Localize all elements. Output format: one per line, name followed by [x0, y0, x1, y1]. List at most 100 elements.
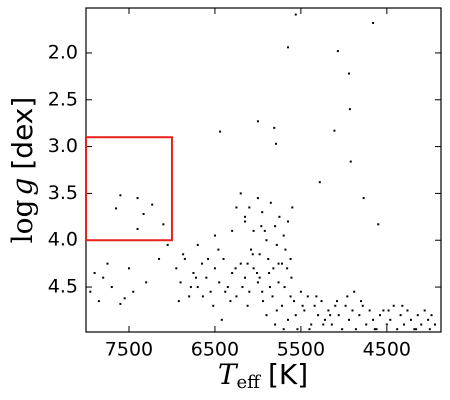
- point: [282, 328, 285, 331]
- point: [372, 318, 375, 321]
- point: [427, 318, 430, 321]
- point: [420, 323, 423, 326]
- point: [299, 290, 302, 293]
- y-tick-label: 3.0: [48, 135, 78, 157]
- point: [277, 281, 280, 284]
- point: [231, 229, 234, 232]
- point: [229, 300, 232, 303]
- point: [89, 290, 92, 293]
- point: [289, 295, 292, 298]
- point: [282, 234, 285, 237]
- point: [310, 323, 313, 326]
- point: [387, 309, 390, 312]
- point: [329, 314, 332, 317]
- point: [382, 309, 385, 312]
- point: [353, 290, 356, 293]
- point: [110, 286, 113, 289]
- point: [263, 229, 266, 232]
- point: [244, 276, 247, 279]
- point: [244, 220, 247, 223]
- point: [351, 309, 354, 312]
- point: [362, 197, 365, 200]
- point: [219, 130, 222, 133]
- point: [327, 309, 330, 312]
- point: [196, 286, 199, 289]
- point: [290, 276, 293, 279]
- point: [403, 323, 406, 326]
- point: [275, 243, 278, 246]
- point: [378, 314, 381, 317]
- point: [277, 262, 280, 265]
- point: [375, 328, 378, 331]
- point: [145, 281, 148, 284]
- point: [188, 295, 191, 298]
- point: [317, 314, 320, 317]
- point: [368, 309, 371, 312]
- y-label-symbol: g: [6, 178, 39, 196]
- point: [244, 215, 247, 218]
- point: [349, 160, 352, 163]
- point: [358, 314, 361, 317]
- point: [428, 328, 431, 331]
- x-label-subscript: eff: [237, 372, 262, 393]
- point: [213, 267, 216, 270]
- point: [377, 223, 380, 226]
- point: [162, 223, 165, 226]
- point: [280, 262, 283, 265]
- point: [337, 314, 340, 317]
- point: [283, 286, 286, 289]
- point: [280, 304, 283, 307]
- point: [248, 290, 251, 293]
- point: [286, 46, 289, 49]
- point: [258, 276, 261, 279]
- point: [261, 211, 264, 214]
- y-tick-label: 2.0: [48, 41, 78, 63]
- point: [239, 262, 242, 265]
- point: [291, 206, 294, 209]
- point: [348, 108, 351, 111]
- point: [413, 328, 416, 331]
- y-tick-label: 3.5: [48, 182, 78, 204]
- point: [301, 304, 304, 307]
- point: [385, 323, 388, 326]
- point: [348, 72, 351, 75]
- point: [262, 300, 265, 303]
- point: [406, 309, 409, 312]
- point: [416, 314, 419, 317]
- point: [265, 239, 268, 242]
- point: [226, 286, 229, 289]
- point: [335, 300, 338, 303]
- point: [360, 300, 363, 303]
- point: [234, 267, 237, 270]
- point: [267, 257, 270, 260]
- point: [318, 181, 321, 184]
- point: [265, 314, 268, 317]
- point: [252, 267, 255, 270]
- point: [248, 206, 251, 209]
- point: [231, 272, 234, 275]
- y-tick-label: 4.5: [48, 276, 78, 298]
- point: [323, 318, 326, 321]
- point: [348, 318, 351, 321]
- point: [166, 243, 169, 246]
- point: [274, 225, 277, 228]
- y-label-function: log: [6, 200, 39, 244]
- point: [256, 281, 259, 284]
- point: [423, 309, 426, 312]
- point: [261, 290, 264, 293]
- point: [336, 50, 339, 53]
- point: [235, 295, 238, 298]
- point: [274, 142, 277, 145]
- point: [273, 126, 276, 129]
- point: [373, 328, 376, 331]
- point: [315, 295, 318, 298]
- point: [334, 304, 337, 307]
- x-tick-label: 6500: [191, 339, 239, 361]
- point: [182, 253, 185, 256]
- x-label-unit: [K]: [268, 358, 308, 391]
- point: [415, 328, 418, 331]
- point: [93, 272, 96, 275]
- point: [303, 309, 306, 312]
- point: [389, 318, 392, 321]
